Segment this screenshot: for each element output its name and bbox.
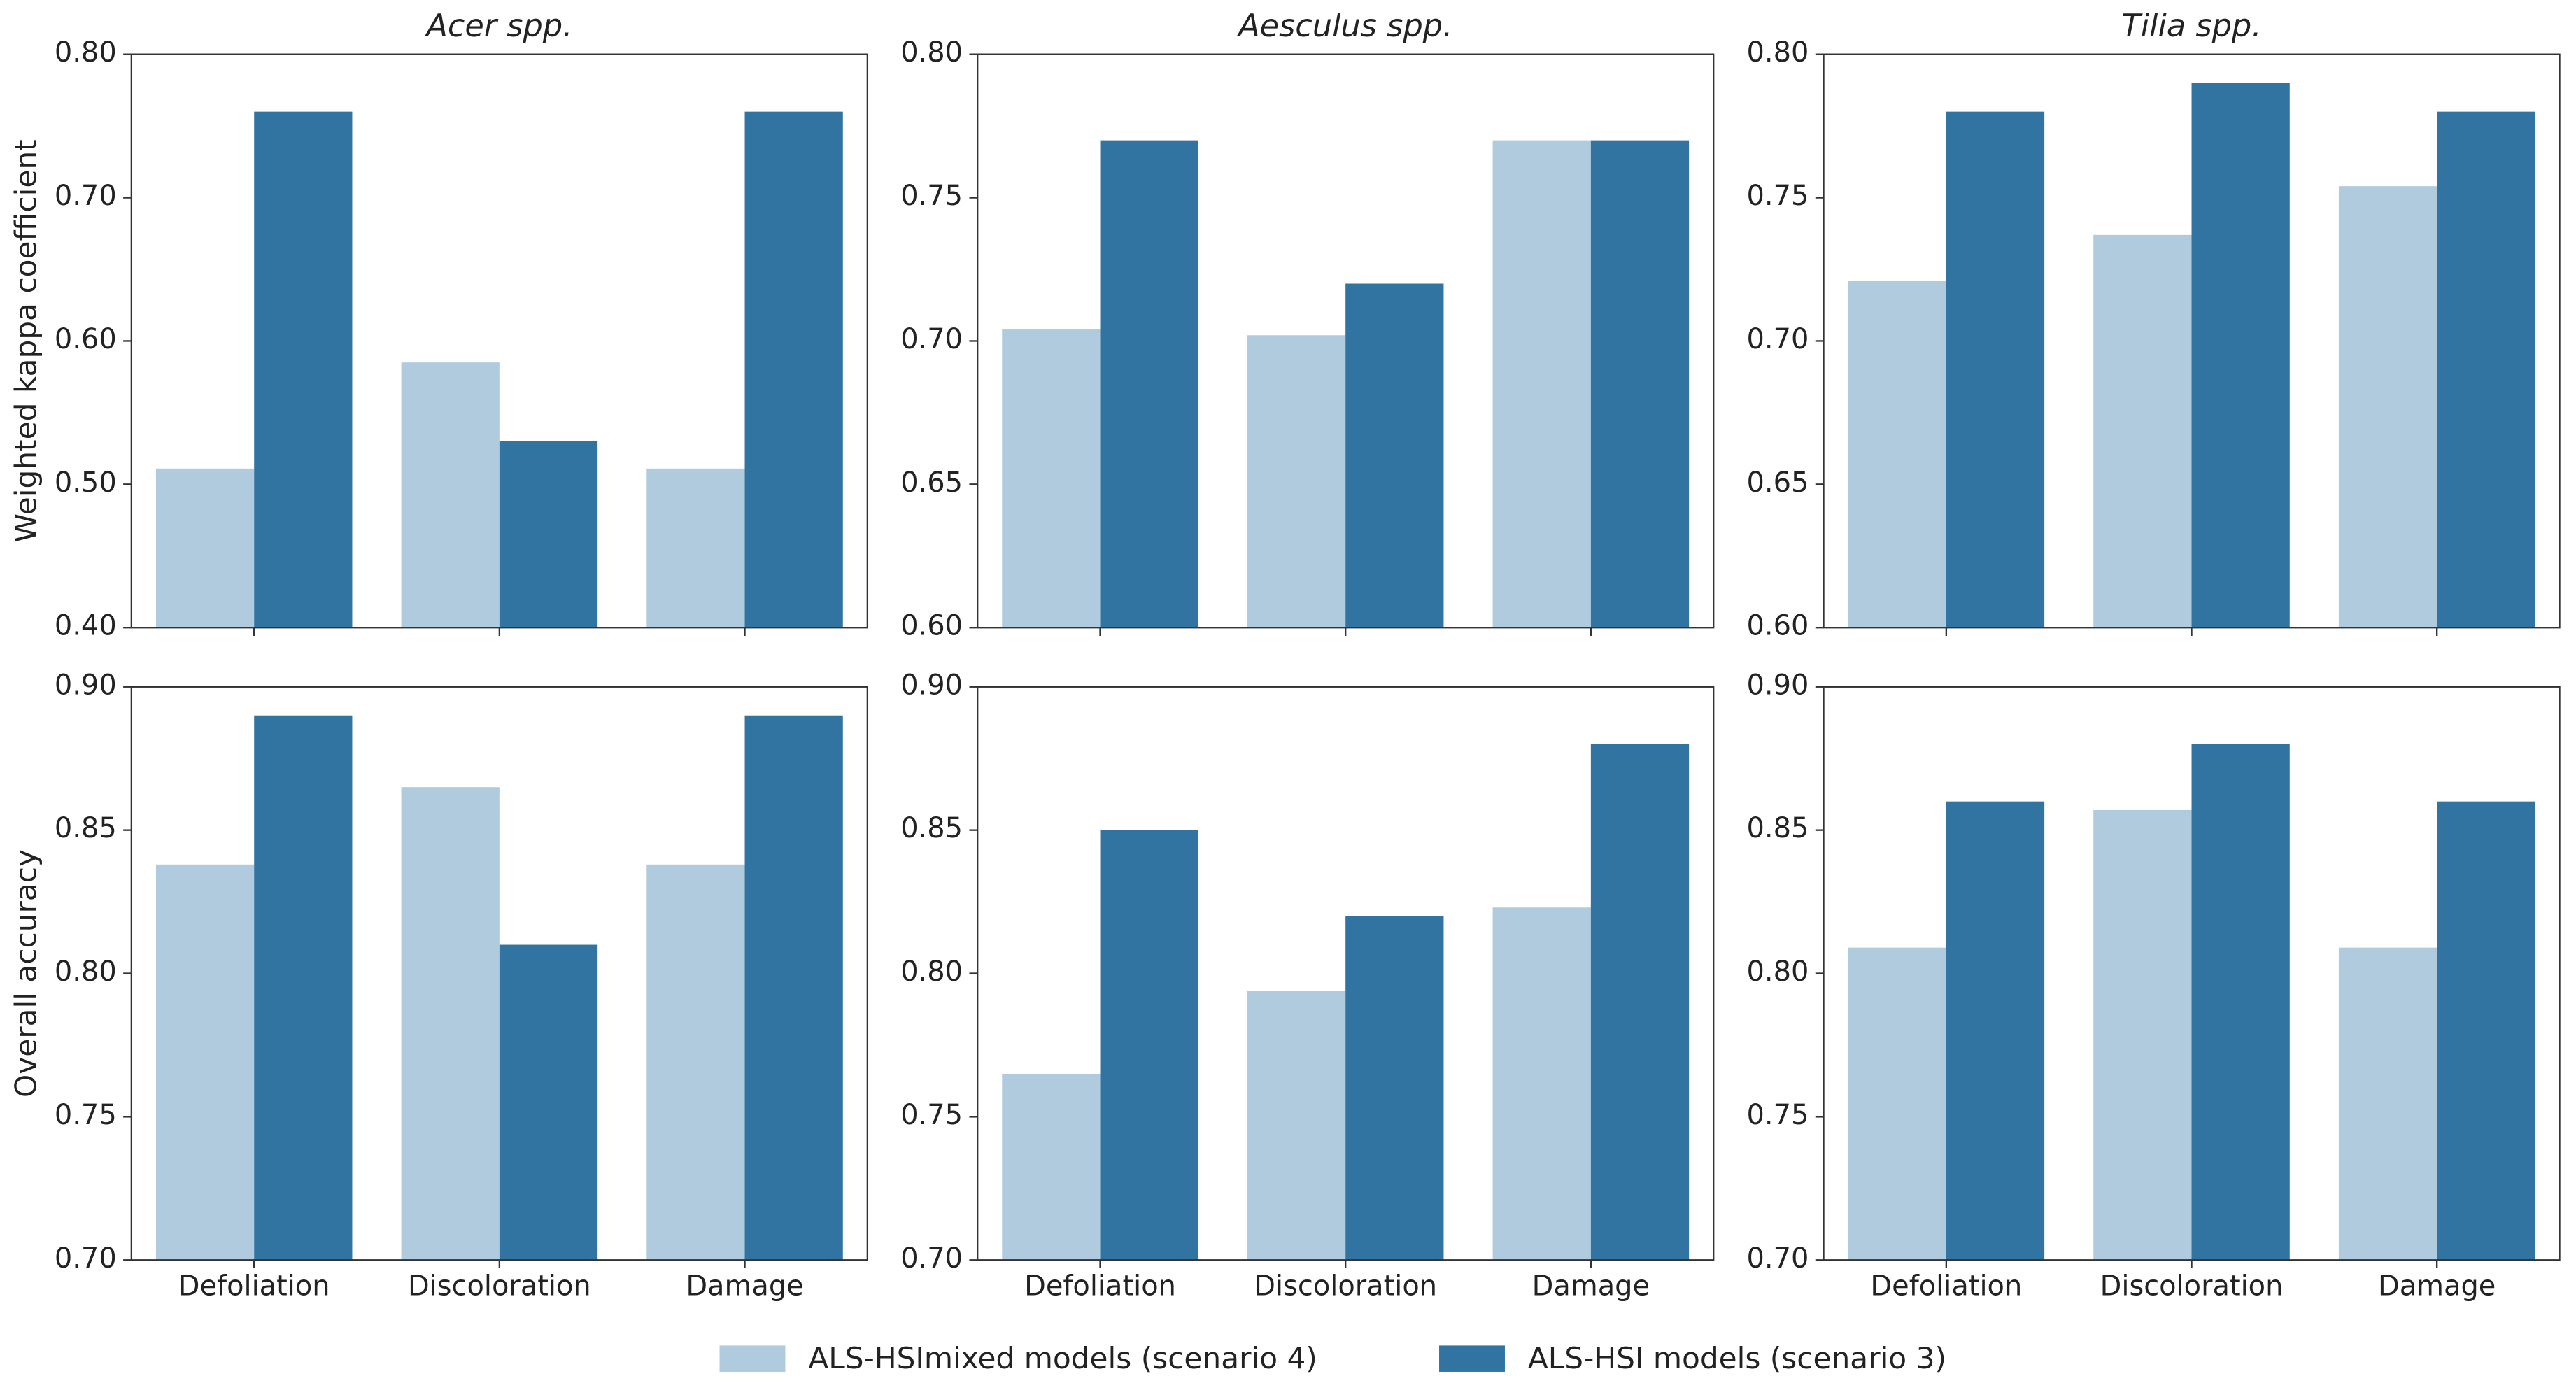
y-tick-label: 0.70 (55, 1242, 117, 1275)
x-tick-label: Damage (2378, 1270, 2496, 1303)
bar (2437, 111, 2535, 628)
panel-title: Aesculus spp. (1236, 8, 1452, 44)
bar (155, 468, 255, 628)
y-tick-label: 0.75 (55, 1099, 117, 1131)
bar (2191, 83, 2290, 628)
panel-title: Tilia spp. (2122, 8, 2262, 44)
axes-frame (1823, 53, 2561, 629)
bar (2437, 801, 2535, 1261)
bar (744, 715, 843, 1261)
bar (1247, 335, 1346, 628)
bar (1946, 801, 2045, 1261)
y-tick-label: 0.75 (900, 180, 963, 212)
bar (499, 944, 598, 1261)
bar (2191, 744, 2290, 1261)
axes-frame (1823, 686, 2561, 1261)
y-tick-label: 0.75 (900, 1099, 963, 1131)
x-tick-label: Defoliation (178, 1270, 330, 1303)
legend-swatch (719, 1345, 786, 1372)
bar (401, 362, 500, 628)
legend-swatch (1439, 1345, 1505, 1372)
y-tick-label: 0.70 (1747, 1242, 1809, 1275)
bar (1848, 947, 1946, 1261)
bar (499, 441, 598, 628)
bar (1345, 283, 1444, 628)
axes-frame (977, 53, 1715, 629)
y-tick-label: 0.90 (55, 669, 117, 701)
y-tick-label: 0.80 (900, 956, 963, 988)
bar (1247, 991, 1346, 1261)
bar (1590, 140, 1690, 628)
y-axis-label: Weighted kappa coefficient (8, 139, 43, 542)
y-tick-label: 0.60 (900, 610, 963, 642)
bar (1492, 140, 1591, 628)
legend-label: ALS-HSI models (scenario 3) (1528, 1341, 1946, 1375)
y-axis-label: Overall accuracy (8, 849, 43, 1098)
legend-label: ALS-HSImixed models (scenario 4) (808, 1341, 1317, 1375)
y-tick-label: 0.60 (55, 323, 117, 355)
bar (254, 715, 353, 1261)
x-tick-label: Discoloration (1254, 1270, 1437, 1303)
y-tick-label: 0.75 (1747, 1099, 1809, 1131)
y-tick-label: 0.70 (55, 180, 117, 212)
x-tick-label: Discoloration (408, 1270, 591, 1303)
bar (1345, 916, 1444, 1261)
bar (401, 787, 500, 1261)
bar (155, 864, 255, 1261)
x-tick-label: Damage (686, 1270, 803, 1303)
bar (1002, 1073, 1101, 1261)
bar (1590, 744, 1690, 1261)
y-tick-label: 0.80 (900, 36, 963, 69)
x-tick-label: Discoloration (2100, 1270, 2284, 1303)
y-tick-label: 0.85 (1747, 812, 1809, 844)
bar (1002, 329, 1101, 628)
bar (2338, 947, 2437, 1261)
bar (2093, 809, 2192, 1261)
bar (1492, 907, 1591, 1261)
bar (744, 111, 843, 628)
axes-frame (130, 53, 869, 629)
y-tick-label: 0.40 (55, 610, 117, 642)
bar (646, 468, 745, 628)
bar (2093, 234, 2192, 628)
bar (1100, 830, 1198, 1261)
bar (1100, 140, 1198, 628)
bar (646, 864, 745, 1261)
y-tick-label: 0.70 (1747, 323, 1809, 355)
y-tick-label: 0.85 (55, 812, 117, 844)
y-tick-label: 0.75 (1747, 180, 1809, 212)
y-tick-label: 0.70 (900, 323, 963, 355)
y-tick-label: 0.90 (1747, 669, 1809, 701)
y-tick-label: 0.50 (55, 467, 117, 499)
y-tick-label: 0.80 (1747, 36, 1809, 69)
x-tick-label: Damage (1532, 1270, 1650, 1303)
y-tick-label: 0.80 (55, 956, 117, 988)
y-tick-label: 0.70 (900, 1242, 963, 1275)
axes-frame (977, 686, 1715, 1261)
y-tick-label: 0.60 (1747, 610, 1809, 642)
y-tick-label: 0.65 (1747, 467, 1809, 499)
bar (2338, 186, 2437, 628)
y-tick-label: 0.65 (900, 467, 963, 499)
y-tick-label: 0.85 (900, 812, 963, 844)
y-tick-label: 0.80 (1747, 956, 1809, 988)
x-tick-label: Defoliation (1870, 1270, 2022, 1303)
y-tick-label: 0.80 (55, 36, 117, 69)
x-tick-label: Defoliation (1024, 1270, 1176, 1303)
y-tick-label: 0.90 (900, 669, 963, 701)
bar (254, 111, 353, 628)
panel-title: Acer spp. (424, 8, 572, 44)
bar (1946, 111, 2045, 628)
bar (1848, 281, 1946, 628)
axes-frame (130, 686, 869, 1261)
